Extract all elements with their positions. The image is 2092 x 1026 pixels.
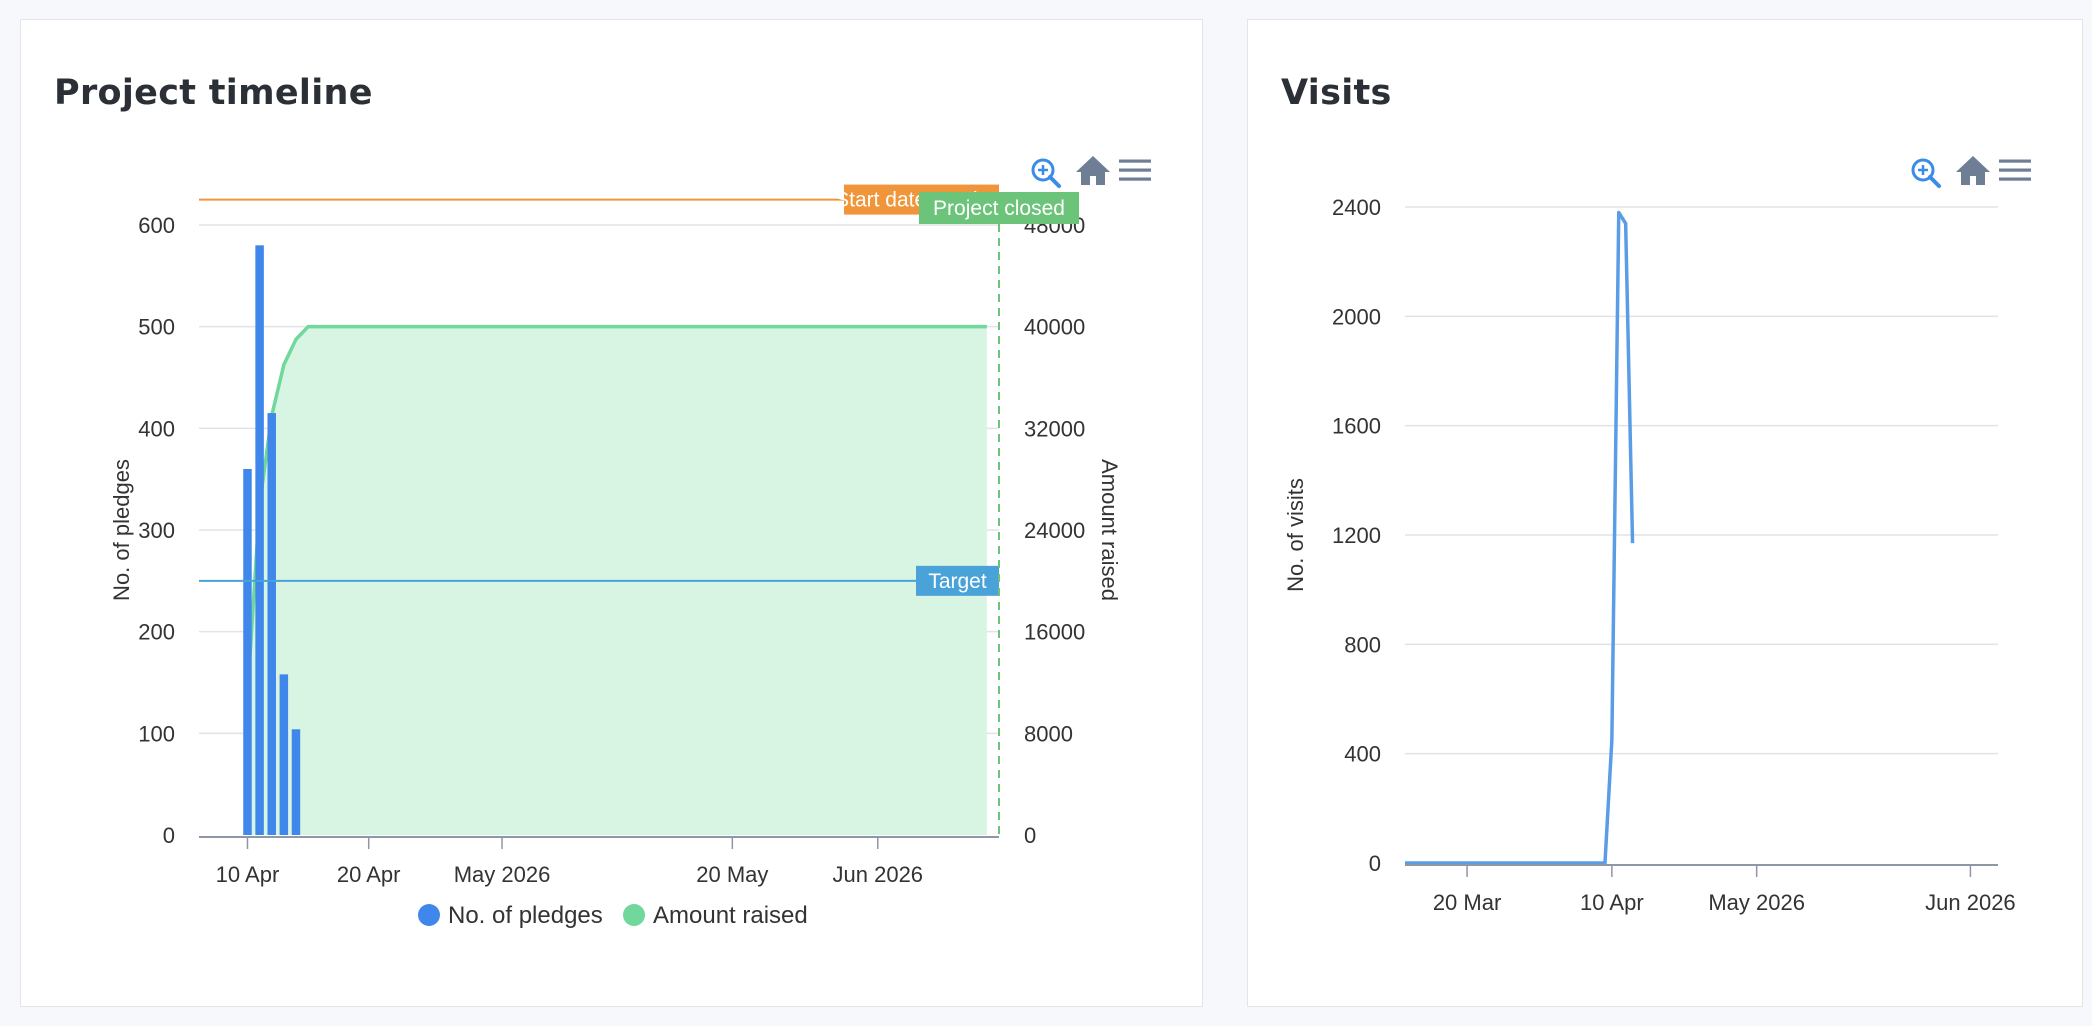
- target-label-text: Target: [928, 570, 987, 593]
- pledges-bar[interactable]: [255, 245, 264, 836]
- y-tick-label: 300: [138, 518, 175, 543]
- visits-zoom-in-icon[interactable]: [1911, 158, 1941, 188]
- y-tick-label: 1200: [1332, 523, 1381, 548]
- y-tick-label: 1600: [1332, 414, 1381, 439]
- y-tick-label: 2400: [1332, 195, 1381, 220]
- y-tick-label: 500: [138, 315, 175, 340]
- legend-item[interactable]: No. of pledges: [418, 902, 603, 929]
- project-closed-label-text: Project closed: [933, 197, 1065, 220]
- legend-label: Amount raised: [653, 902, 808, 929]
- x-tick-label: Jun 2026: [833, 862, 924, 887]
- visits-chart: 0 400 800 1200 1600 2000 2400 20 Mar 10 Apr May 2…: [1283, 156, 2031, 915]
- pledges-bar[interactable]: [279, 674, 289, 835]
- project-timeline-card: Project timeline 0 100 200 300 400 500 600 0 800…: [20, 19, 1203, 1007]
- legend-label: No. of pledges: [448, 902, 603, 929]
- x-tick-label: May 2026: [1708, 890, 1805, 915]
- timeline-zoom-in-icon[interactable]: [1031, 158, 1061, 188]
- y2-tick-label: 40000: [1024, 315, 1085, 340]
- target-label: Target: [916, 565, 999, 596]
- visits-card: Visits 0 400 800 1200 1600 2000 2400 20 Mar 10 A…: [1247, 19, 2083, 1007]
- x-tick-label: Jun 2026: [1925, 890, 2016, 915]
- y-tick-label: 2000: [1332, 304, 1381, 329]
- y-axis-title: No. of pledges: [109, 459, 134, 601]
- y2-tick-label: 16000: [1024, 620, 1085, 645]
- y-tick-label: 800: [1344, 632, 1381, 657]
- visits-line[interactable]: [1405, 210, 1635, 865]
- timeline-menu-icon[interactable]: [1119, 159, 1151, 181]
- y-tick-label: 200: [138, 620, 175, 645]
- visits-title: Visits: [1281, 73, 1392, 113]
- x-tick-label: May 2026: [454, 862, 551, 887]
- x-tick-label: 10 Apr: [1580, 890, 1644, 915]
- legend-item[interactable]: Amount raised: [623, 902, 808, 929]
- y-tick-label: 400: [138, 416, 175, 441]
- x-tick-label: 10 Apr: [216, 862, 280, 887]
- y2-axis-title: Amount raised: [1097, 459, 1122, 601]
- project-timeline-chart: 0 100 200 300 400 500 600 0 8000 16000 24000 32000 4…: [109, 156, 1151, 929]
- y2-tick-label: 8000: [1024, 721, 1073, 746]
- project-timeline-title: Project timeline: [54, 73, 373, 113]
- y-tick-label: 0: [163, 823, 175, 848]
- x-tick-label: 20 May: [696, 862, 768, 887]
- x-tick-label: 20 Apr: [337, 862, 401, 887]
- pledges-bar[interactable]: [267, 413, 276, 835]
- y-tick-label: 100: [138, 721, 175, 746]
- legend-marker: [623, 904, 645, 926]
- timeline-home-icon[interactable]: [1076, 156, 1110, 185]
- visits-menu-icon[interactable]: [1999, 159, 2031, 181]
- pledges-bar[interactable]: [291, 729, 301, 835]
- y-tick-label: 0: [1369, 851, 1381, 876]
- y-axis-title: No. of visits: [1283, 478, 1308, 592]
- y2-tick-label: 0: [1024, 823, 1036, 848]
- y-tick-label: 400: [1344, 742, 1381, 767]
- project-closed-label: Project closed: [919, 192, 1079, 224]
- pledges-bar[interactable]: [243, 469, 252, 835]
- y2-tick-label: 24000: [1024, 518, 1085, 543]
- x-tick-label: 20 Mar: [1433, 890, 1501, 915]
- y-tick-label: 600: [138, 213, 175, 238]
- visits-home-icon[interactable]: [1956, 156, 1990, 185]
- y2-tick-label: 32000: [1024, 416, 1085, 441]
- legend-marker: [418, 904, 440, 926]
